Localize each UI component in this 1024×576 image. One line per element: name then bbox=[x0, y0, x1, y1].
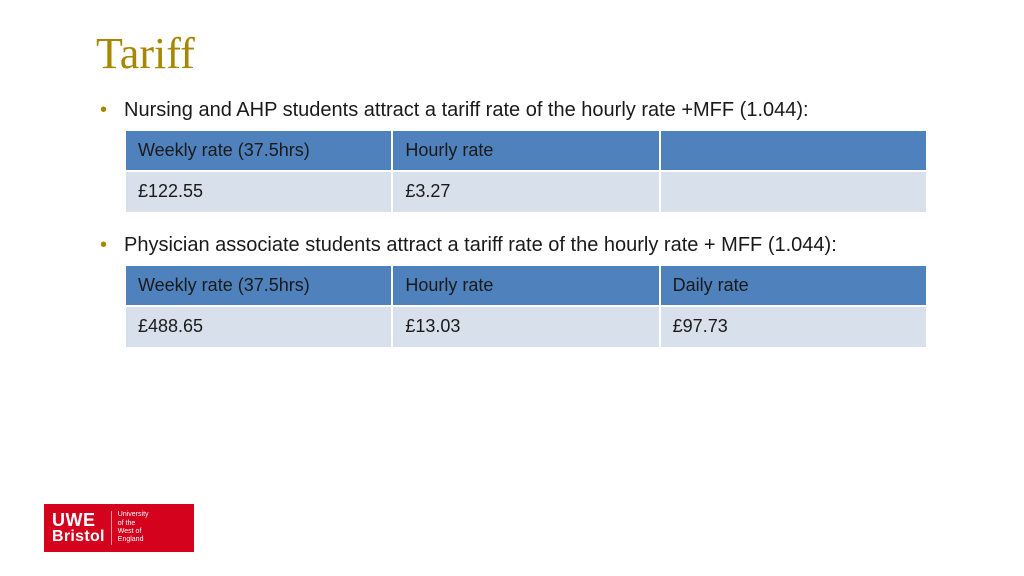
logo-line1: UWE bbox=[52, 511, 105, 529]
table-row: £488.65 £13.03 £97.73 bbox=[125, 306, 927, 347]
uwe-logo: UWE Bristol Universityof theWest ofEngla… bbox=[44, 504, 194, 552]
slide-title: Tariff bbox=[96, 28, 928, 79]
table-row: £122.55 £3.27 bbox=[125, 171, 927, 212]
logo-subtext: Universityof theWest ofEngland bbox=[118, 511, 149, 545]
table-cell: £3.27 bbox=[392, 171, 659, 212]
slide: Tariff Nursing and AHP students attract … bbox=[0, 0, 1024, 576]
tariff-table-1: Weekly rate (37.5hrs) Hourly rate £122.5… bbox=[124, 129, 928, 214]
col-header: Hourly rate bbox=[392, 265, 659, 306]
table-cell: £97.73 bbox=[660, 306, 927, 347]
bullet-list: Nursing and AHP students attract a tarif… bbox=[96, 97, 928, 349]
col-header: Weekly rate (37.5hrs) bbox=[125, 265, 392, 306]
bullet-item: Nursing and AHP students attract a tarif… bbox=[96, 97, 928, 214]
col-header: Daily rate bbox=[660, 265, 927, 306]
logo-line2: Bristol bbox=[52, 529, 105, 545]
table-cell: £122.55 bbox=[125, 171, 392, 212]
table-header-row: Weekly rate (37.5hrs) Hourly rate bbox=[125, 130, 927, 171]
col-header: Weekly rate (37.5hrs) bbox=[125, 130, 392, 171]
table-header-row: Weekly rate (37.5hrs) Hourly rate Daily … bbox=[125, 265, 927, 306]
table-cell: £488.65 bbox=[125, 306, 392, 347]
table-cell: £13.03 bbox=[392, 306, 659, 347]
logo-divider bbox=[111, 511, 112, 545]
tariff-table-2: Weekly rate (37.5hrs) Hourly rate Daily … bbox=[124, 264, 928, 349]
table-cell bbox=[660, 171, 927, 212]
col-header: Hourly rate bbox=[392, 130, 659, 171]
bullet-text: Physician associate students attract a t… bbox=[124, 234, 837, 256]
col-header bbox=[660, 130, 927, 171]
logo-main-text: UWE Bristol bbox=[52, 511, 105, 545]
bullet-item: Physician associate students attract a t… bbox=[96, 232, 928, 349]
bullet-text: Nursing and AHP students attract a tarif… bbox=[124, 99, 809, 121]
